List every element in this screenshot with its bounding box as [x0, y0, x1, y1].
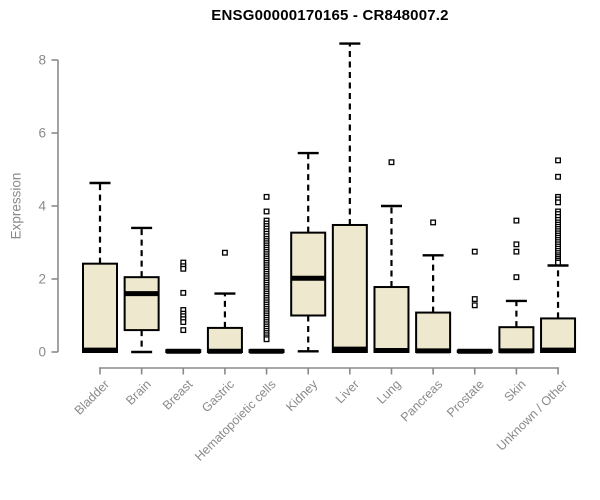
y-tick-label: 2 — [38, 272, 46, 287]
box-group-gastric — [206, 249, 243, 354]
x-category-label: Hematopoietic cells — [192, 377, 279, 464]
outlier-point — [388, 159, 395, 166]
outlier-point — [513, 274, 520, 281]
box-group-hematopoietic-cells — [248, 193, 285, 354]
box-group-liver — [331, 42, 368, 353]
outlier-point — [180, 289, 187, 296]
outlier-point — [180, 265, 187, 272]
box-group-bladder — [82, 181, 118, 354]
outlier-point — [513, 248, 520, 255]
box-group-brain — [123, 226, 160, 354]
outlier-point — [471, 302, 478, 309]
box-group-lung — [373, 159, 410, 354]
outlier-point — [263, 193, 270, 200]
box-group-kidney — [290, 151, 327, 353]
y-tick-label: 4 — [38, 199, 46, 214]
y-axis: 0 2 4 6 8 — [38, 53, 59, 360]
x-category-label: Gastric — [199, 377, 237, 415]
outlier-point — [221, 249, 228, 256]
outlier-point — [555, 173, 561, 180]
y-tick-label: 8 — [38, 53, 46, 68]
box — [373, 286, 410, 353]
box — [123, 276, 160, 332]
box-group-breast — [165, 259, 202, 354]
outlier-point — [430, 219, 437, 226]
box-group-pancreas — [415, 219, 452, 354]
x-category-label: Skin — [501, 377, 528, 404]
x-category-label: Lung — [374, 377, 404, 407]
outlier-point — [513, 217, 520, 224]
box — [331, 223, 368, 353]
x-category-label: Prostate — [444, 377, 487, 420]
x-category-label: Bladder — [72, 377, 112, 417]
box — [82, 262, 118, 354]
box — [540, 317, 577, 354]
outlier-point — [555, 199, 561, 206]
outlier-point — [180, 319, 187, 326]
box — [290, 231, 327, 317]
x-category-label: Kidney — [283, 377, 320, 414]
x-category-label: Breast — [160, 377, 196, 413]
outlier-point — [471, 296, 478, 303]
outlier-point — [263, 336, 270, 343]
chart-title: ENSG00000170165 - CR848007.2 — [211, 7, 449, 24]
x-category-label: Unknown / Other — [494, 377, 570, 453]
x-category-label: Liver — [333, 377, 362, 406]
y-tick-label: 6 — [38, 126, 46, 141]
box — [415, 311, 452, 353]
x-category-label: Brain — [123, 377, 154, 408]
outlier-point — [180, 327, 187, 334]
outlier-point — [471, 248, 478, 255]
outlier-point — [555, 259, 561, 266]
box-group-prostate — [456, 248, 493, 354]
outlier-point — [555, 157, 561, 164]
box — [206, 326, 243, 354]
box — [498, 326, 535, 353]
outlier-point — [263, 208, 270, 215]
box-group-skin — [498, 217, 535, 354]
box-group-unknown-other — [540, 157, 577, 354]
x-category-label: Pancreas — [398, 377, 445, 424]
y-tick-label: 0 — [38, 345, 46, 360]
outlier-point — [513, 241, 520, 248]
